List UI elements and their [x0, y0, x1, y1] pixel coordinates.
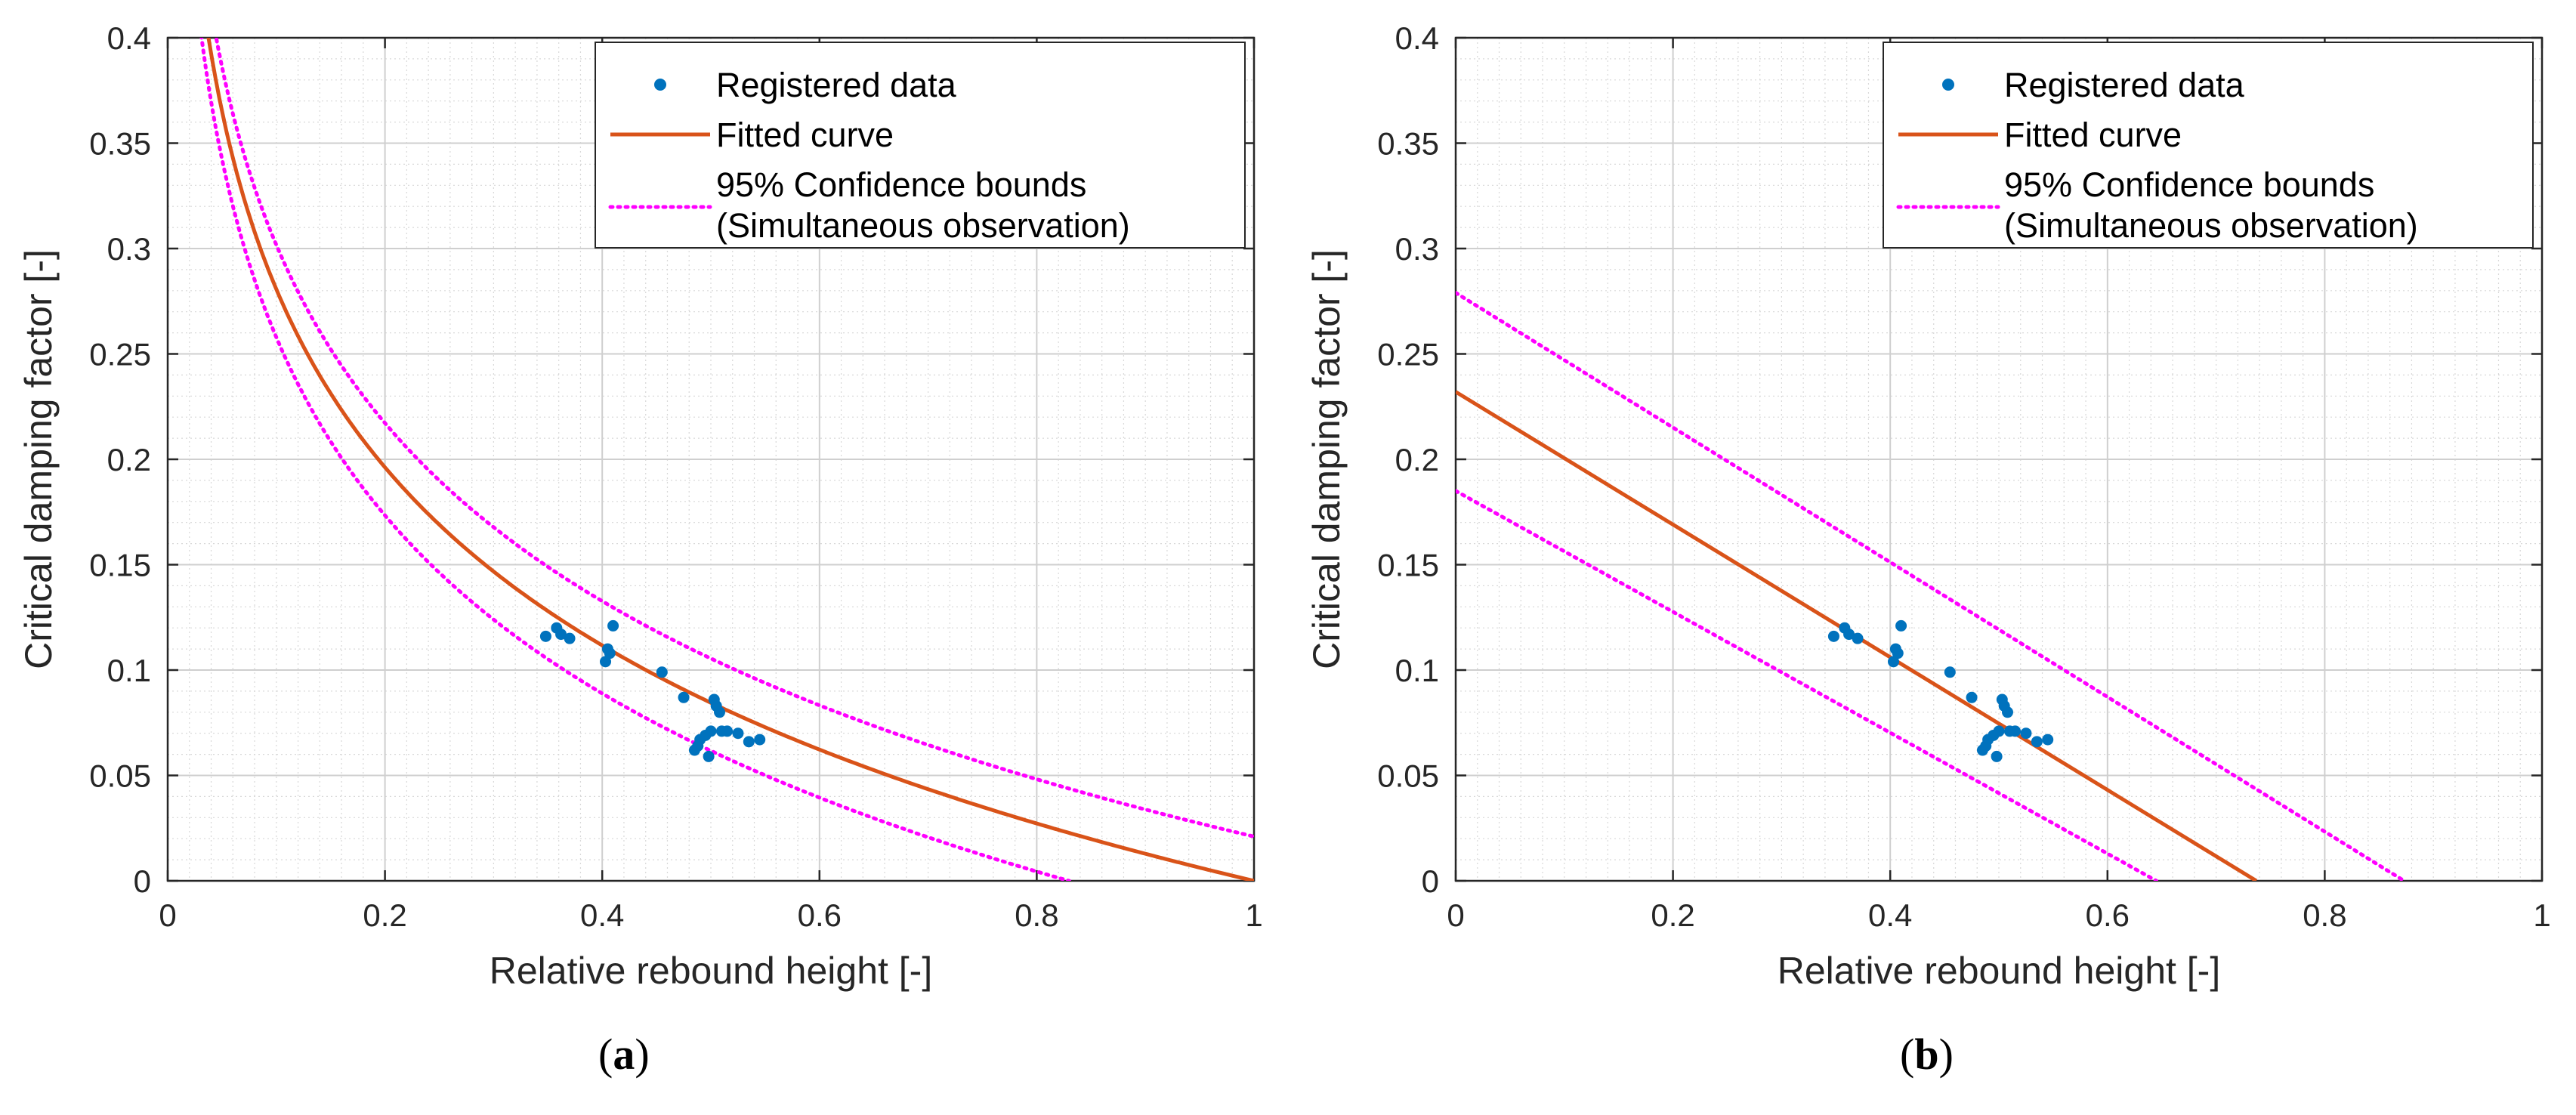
data-point: [604, 647, 616, 659]
y-tick-label: 0.1: [1395, 653, 1439, 688]
data-point: [555, 629, 567, 641]
chart-panel-a: 0 0.2 0.4 0.6 0.8 1 0 0.05 0.1 0.15 0.2 0.25 0.3 0.35…: [17, 20, 1263, 1079]
x-tick-label: 0.2: [363, 897, 406, 933]
chart-b-svg: 0 0.2 0.4 0.6 0.8 1 0 0.05 0.1 0.15 0.2 0.25 0.3 0.35…: [1305, 20, 2551, 992]
data-point: [564, 632, 576, 644]
data-point: [1843, 629, 1855, 641]
legend-box: [1883, 42, 2534, 249]
data-point: [2031, 736, 2043, 748]
y-axis-label: Critical damping factor [-]: [1305, 249, 1348, 669]
data-point: [732, 727, 744, 740]
x-tick-label: 0: [159, 897, 176, 933]
confidence-bound-upper: [214, 38, 1254, 839]
series-layer: [199, 38, 1254, 881]
x-tick-label: 0.6: [2086, 897, 2130, 933]
x-tick-label: 1: [1245, 897, 1262, 933]
legend-label-fitted-curve: Fitted curve: [716, 116, 894, 154]
series-layer: [1456, 291, 2406, 881]
confidence-bound-upper: [1456, 291, 2406, 881]
data-point: [1944, 666, 1956, 678]
y-tick-label: 0.35: [89, 126, 151, 162]
data-point: [539, 630, 551, 642]
data-point: [705, 725, 717, 737]
legend-box: [595, 42, 1246, 249]
y-tick-label: 0.4: [107, 20, 151, 56]
panel-caption-a-letter: a: [613, 1030, 635, 1079]
x-tick-label: 0.4: [1868, 897, 1912, 933]
x-axis-label: Relative rebound height [-]: [490, 950, 932, 992]
y-tick-label: 0.3: [107, 231, 151, 267]
data-point: [2002, 706, 2014, 718]
data-point: [714, 706, 726, 718]
panel-caption-b-letter: b: [1914, 1030, 1939, 1079]
data-point: [1895, 619, 1907, 632]
panel-caption-b: (b): [1900, 1030, 1954, 1079]
data-point: [1892, 647, 1904, 659]
y-tick-label: 0.3: [1395, 231, 1439, 267]
data-point: [1993, 725, 2005, 737]
data-point: [754, 734, 766, 746]
y-tick-label: 0.2: [1395, 442, 1439, 477]
y-tick-label: 0.2: [107, 442, 151, 477]
confidence-bound-lower: [1456, 489, 2159, 881]
x-tick-label: 0.8: [2303, 897, 2346, 933]
x-tick-label: 1: [2533, 897, 2550, 933]
x-axis-label: Relative rebound height [-]: [1778, 950, 2220, 992]
legend-label-registered-data: Registered data: [716, 66, 957, 104]
legend-label-confidence-bounds-line2: (Simultaneous observation): [2004, 206, 2418, 245]
x-tick-label: 0.2: [1651, 897, 1694, 933]
chart-a-svg: 0 0.2 0.4 0.6 0.8 1 0 0.05 0.1 0.15 0.2 0.25 0.3 0.35…: [17, 20, 1263, 992]
legend-label-confidence-bounds: 95% Confidence bounds: [2004, 165, 2374, 204]
x-tick-label: 0.4: [580, 897, 624, 933]
data-point: [1991, 750, 2003, 762]
legend: Registered data Fitted curve 95% Confidenc…: [595, 42, 1246, 249]
data-point: [2042, 734, 2054, 746]
y-tick-label: 0.25: [89, 337, 151, 372]
y-tick-label: 0.4: [1395, 20, 1439, 56]
legend: Registered data Fitted curve 95% Confidenc…: [1883, 42, 2534, 249]
data-point: [743, 736, 755, 748]
legend-label-confidence-bounds-line2: (Simultaneous observation): [716, 206, 1130, 245]
y-tick-label: 0.35: [1377, 126, 1439, 162]
y-tick-label: 0.15: [1377, 548, 1439, 583]
data-point: [1966, 691, 1978, 703]
y-tick-label: 0.05: [89, 758, 151, 794]
chart-panel-b: 0 0.2 0.4 0.6 0.8 1 0 0.05 0.1 0.15 0.2 0.25 0.3 0.35…: [1288, 0, 2576, 1115]
data-point: [1827, 630, 1839, 642]
data-point: [678, 691, 690, 703]
y-tick-label: 0.15: [89, 548, 151, 583]
y-tick-label: 0.1: [107, 653, 151, 688]
legend-label-fitted-curve: Fitted curve: [2004, 116, 2182, 154]
fitted-curve: [206, 38, 1254, 881]
data-point: [721, 725, 734, 737]
y-tick-label: 0.25: [1377, 337, 1439, 372]
data-point: [1888, 656, 1900, 668]
legend-label-confidence-bounds: 95% Confidence bounds: [716, 165, 1086, 204]
confidence-bound-lower: [199, 38, 1071, 881]
panel-caption-a: (a): [598, 1030, 650, 1079]
legend-marker-registered-data: [654, 79, 666, 91]
data-point: [600, 656, 612, 668]
legend-label-registered-data: Registered data: [2004, 66, 2245, 104]
data-point: [2009, 725, 2022, 737]
y-tick-label: 0: [134, 863, 151, 899]
legend-marker-registered-data: [1942, 79, 1954, 91]
y-axis-label: Critical damping factor [-]: [17, 249, 60, 669]
data-point: [2020, 727, 2032, 740]
y-tick-label: 0.05: [1377, 758, 1439, 794]
x-tick-label: 0.8: [1015, 897, 1058, 933]
data-point: [703, 750, 715, 762]
data-point: [1852, 632, 1864, 644]
data-point: [607, 619, 619, 632]
x-tick-label: 0.6: [798, 897, 842, 933]
data-point: [656, 666, 668, 678]
x-tick-label: 0: [1447, 897, 1464, 933]
y-tick-label: 0: [1422, 863, 1439, 899]
